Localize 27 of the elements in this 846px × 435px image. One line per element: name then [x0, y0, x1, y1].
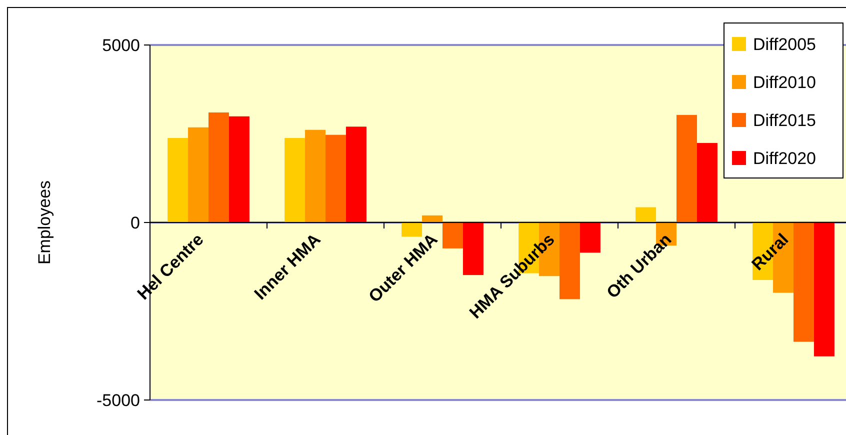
- y-tick-label: 5000: [102, 36, 140, 55]
- legend-label: Diff2015: [753, 110, 816, 130]
- bar: [188, 127, 208, 222]
- bar: [168, 138, 188, 222]
- bar: [462, 222, 484, 276]
- bar: [208, 112, 229, 222]
- bar: [696, 142, 718, 222]
- legend-label: Diff2010: [753, 72, 816, 92]
- legend-label: Diff2005: [753, 34, 816, 54]
- y-tick-label: 0: [130, 213, 140, 232]
- bar: [422, 215, 442, 222]
- bar: [676, 114, 697, 222]
- bar: [326, 134, 346, 222]
- bar: [442, 222, 463, 248]
- y-axis-title: Employees: [35, 180, 54, 265]
- bar: [346, 126, 366, 222]
- bar: [402, 222, 422, 237]
- bar: [794, 222, 814, 342]
- bar: [228, 116, 250, 222]
- legend-label: Diff2020: [753, 148, 816, 168]
- bar: [814, 222, 834, 356]
- bar: [580, 222, 600, 253]
- y-tick-label: -5000: [96, 390, 140, 410]
- bar: [636, 207, 656, 222]
- bar: [284, 138, 306, 222]
- bar: [560, 222, 580, 300]
- bar: [305, 130, 326, 222]
